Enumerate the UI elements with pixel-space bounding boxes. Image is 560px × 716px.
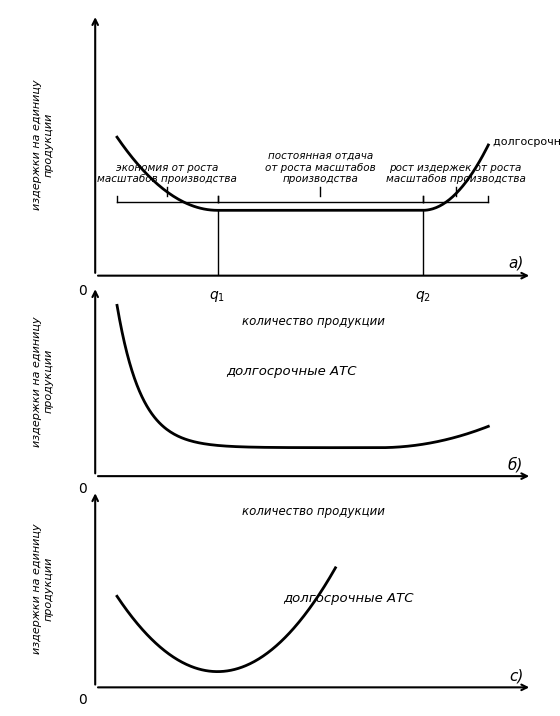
Text: долгосрочные АТС: долгосрочные АТС [283,592,414,605]
Text: издержки на единицу
продукции: издержки на единицу продукции [32,316,54,447]
Text: б): б) [508,457,523,473]
Text: рост издержек от роста
масштабов производства: рост издержек от роста масштабов произво… [386,163,525,184]
Text: издержки на единицу
продукции: издержки на единицу продукции [32,79,54,211]
Text: 0: 0 [78,284,86,298]
Text: долгосрочные АТС: долгосрочные АТС [493,137,560,147]
Text: экономия от роста
масштабов производства: экономия от роста масштабов производства [97,163,237,184]
Text: $q_2$: $q_2$ [415,289,431,304]
Text: $q_1$: $q_1$ [209,289,226,304]
Text: 0: 0 [78,482,86,496]
Text: а): а) [508,256,523,271]
Text: постоянная отдача
от роста масштабов
производства: постоянная отдача от роста масштабов про… [265,151,376,184]
Text: с): с) [509,669,523,683]
Text: долгосрочные АТС: долгосрочные АТС [226,365,357,378]
Text: количество продукции: количество продукции [242,315,385,328]
Text: 0: 0 [78,693,86,707]
Text: издержки на единицу
продукции: издержки на единицу продукции [32,523,54,654]
Text: количество продукции: количество продукции [242,505,385,518]
